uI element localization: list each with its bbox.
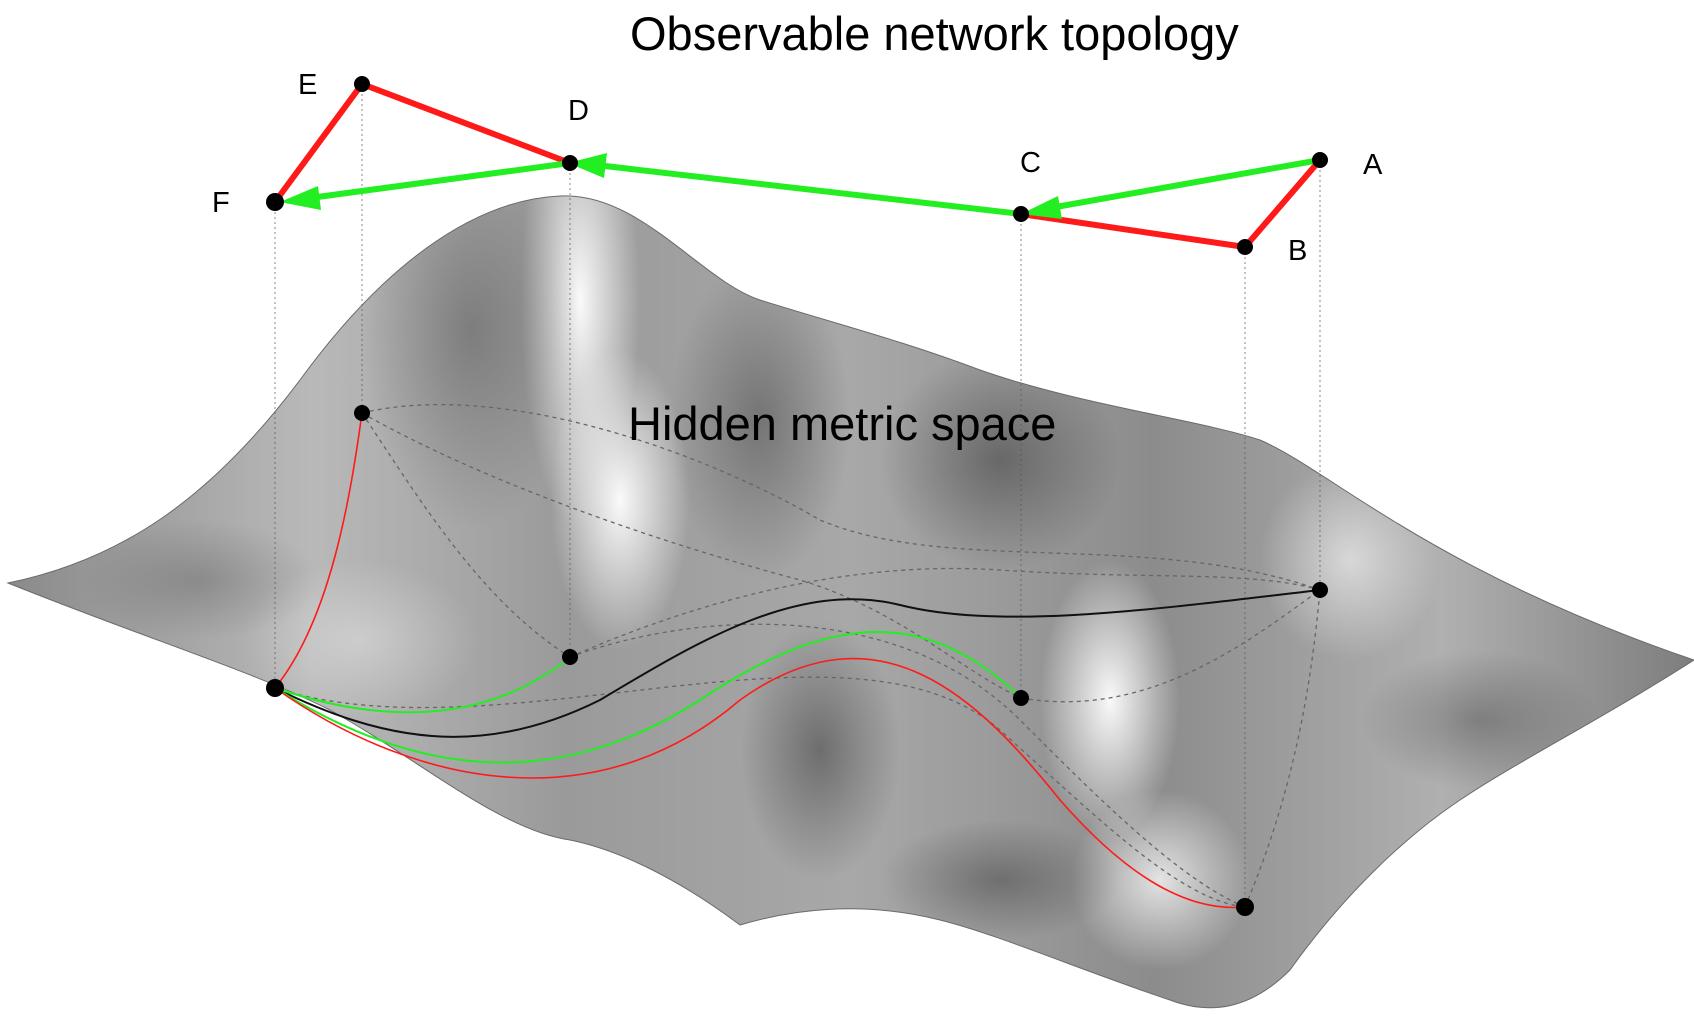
node-label-A: A [1363,149,1383,181]
title-observable-network: Observable network topology [630,7,1239,60]
network-node-F [266,193,284,211]
geodesic-F-A-black [274,589,1321,738]
network-nodes [266,76,1328,255]
geodesic-F-E-red [274,412,363,689]
geodesic-E-D [361,412,571,658]
geodesic-C-A [1020,589,1321,703]
node-label-F: F [212,187,230,219]
geodesic-E-C [361,412,1022,699]
network-node-D [562,155,578,171]
network-green-path [307,157,1323,217]
edge-B-A [1242,157,1323,250]
arrowhead-into-D [568,153,607,178]
surface-red-path [274,412,1246,909]
geodesic-F-B-red [274,657,1246,909]
geodesic-D-B [569,623,1246,908]
network-node-A [1312,152,1328,168]
edge-C-D [602,163,1024,217]
network-node-B [1237,239,1253,255]
surface-shading [80,195,1600,970]
surface-node-E [354,405,370,421]
edge-C-B [1018,211,1248,250]
surface-nodes [266,405,1328,916]
geodesic-F-D-green [274,656,571,714]
projection-lines [274,84,1321,907]
geodesic-F-C-green [274,631,1022,764]
node-label-E: E [298,69,317,101]
network-node-C [1013,206,1029,222]
geodesic-B-A [1244,589,1321,908]
arrowhead-into-C [1021,196,1062,219]
network-node-E [354,76,370,92]
title-hidden-metric-space: Hidden metric space [628,397,1056,450]
edge-E-D [359,81,573,166]
geodesic-F-B-extra [274,676,1246,908]
network-red-edges [272,81,1323,250]
node-label-C: C [1020,147,1041,179]
edge-A-C [1047,157,1323,211]
surface [6,195,1694,1009]
surface-outline [6,195,1694,1009]
surface-node-B [1236,898,1254,916]
node-label-B: B [1288,235,1307,267]
surface-node-D [562,649,578,665]
surface-geodesics [274,403,1321,908]
geodesic-E-A [361,403,1321,591]
surface-node-A [1312,582,1328,598]
surface-node-C [1013,690,1029,706]
arrowhead-into-F [280,186,321,210]
surface-node-F [266,679,284,697]
node-label-D: D [568,95,589,127]
edge-D-F [307,160,573,201]
network-arrowheads [280,153,1062,219]
edge-F-E [272,81,365,205]
surface-green-path [274,631,1022,764]
